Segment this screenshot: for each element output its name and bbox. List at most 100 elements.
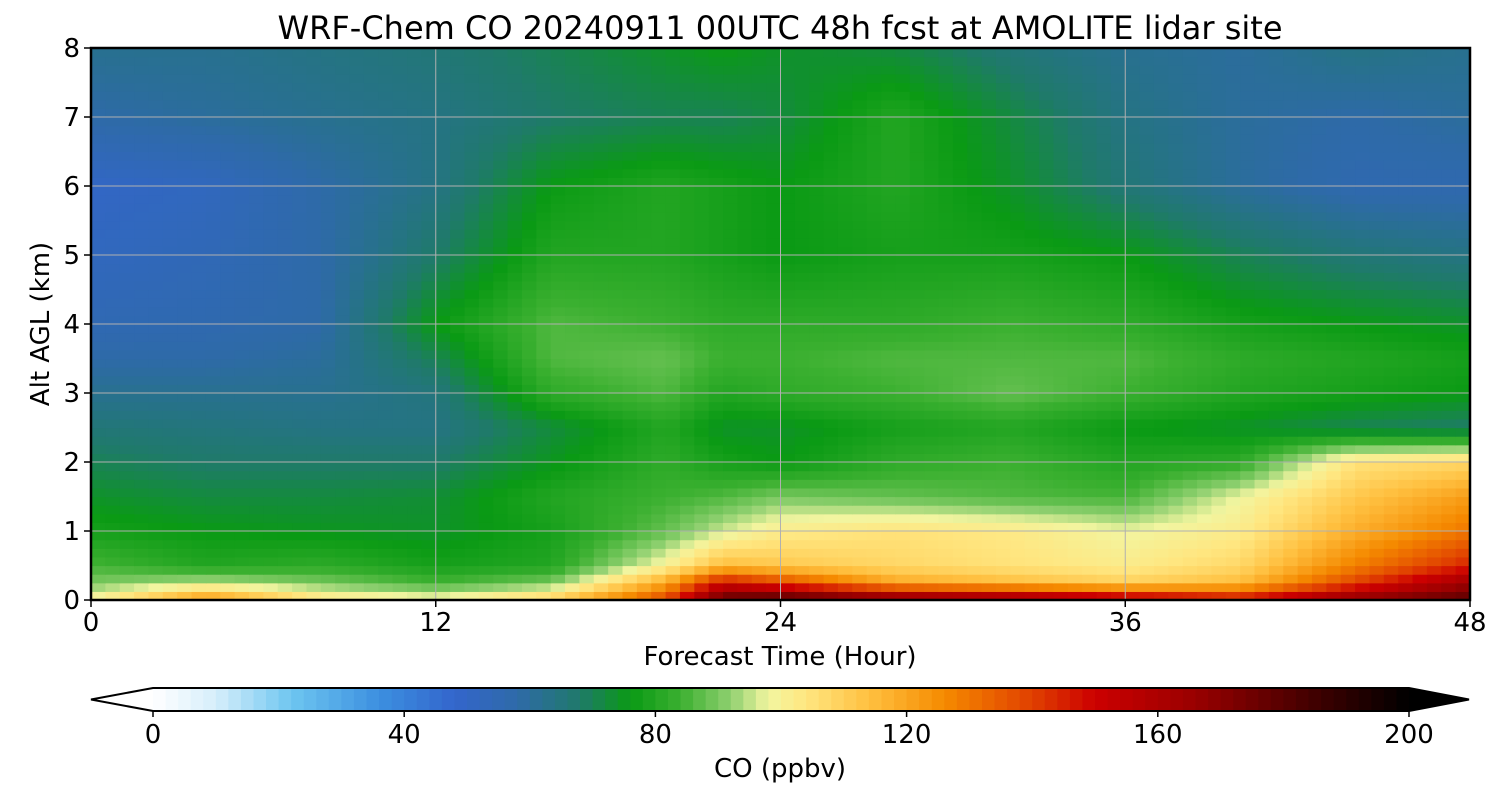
field-cell <box>105 151 121 161</box>
field-cell <box>737 522 753 532</box>
field-cell <box>1297 177 1313 187</box>
field-cell <box>852 194 868 204</box>
field-cell <box>349 444 365 454</box>
field-cell <box>636 505 652 515</box>
field-cell <box>292 384 308 394</box>
field-cell <box>220 548 236 558</box>
field-cell <box>1039 565 1055 575</box>
field-cell <box>335 462 351 472</box>
field-cell <box>1024 306 1040 316</box>
field-cell <box>320 401 336 411</box>
field-cell <box>593 496 609 506</box>
field-cell <box>737 263 753 273</box>
field-cell <box>1311 470 1327 480</box>
field-cell <box>723 349 738 360</box>
field-cell <box>1168 341 1184 351</box>
field-cell <box>694 531 710 541</box>
field-cell <box>766 531 782 541</box>
field-cell <box>1398 513 1414 523</box>
field-cell <box>938 315 954 325</box>
field-cell <box>363 255 379 265</box>
field-cell <box>1153 548 1169 558</box>
field-cell <box>622 151 638 161</box>
field-cell <box>1197 160 1213 170</box>
field-cell <box>263 574 279 584</box>
field-cell <box>895 487 911 498</box>
field-cell <box>1383 556 1399 567</box>
field-cell <box>622 462 638 472</box>
field-cell <box>263 410 279 420</box>
field-cell <box>478 522 494 532</box>
field-cell <box>306 349 322 360</box>
field-cell <box>234 151 250 161</box>
field-cell <box>794 462 810 472</box>
field-cell <box>751 479 767 489</box>
field-cell <box>665 513 681 523</box>
field-cell <box>981 505 997 515</box>
field-cell <box>737 151 753 161</box>
field-cell <box>809 574 825 584</box>
field-cell <box>421 444 437 454</box>
field-cell <box>751 194 767 204</box>
field-cell <box>981 531 997 541</box>
field-cell <box>1211 306 1227 316</box>
field-cell <box>565 556 580 567</box>
field-cell <box>694 427 710 437</box>
field-cell <box>1268 341 1284 351</box>
field-cell <box>881 160 897 170</box>
field-cell <box>1053 229 1069 239</box>
field-cell <box>881 375 897 385</box>
field-cell <box>1211 505 1227 515</box>
field-cell <box>751 436 767 446</box>
field-cell <box>694 151 710 161</box>
field-cell <box>177 470 193 480</box>
field-cell <box>91 289 106 299</box>
field-cell <box>737 479 753 489</box>
field-cell <box>794 539 810 549</box>
field-cell <box>1024 565 1040 575</box>
field-cell <box>1225 582 1241 592</box>
field-cell <box>536 487 552 498</box>
field-cell <box>1398 556 1414 567</box>
field-cell <box>1096 479 1112 489</box>
field-cell <box>521 375 537 385</box>
field-cell <box>191 410 207 420</box>
field-cell <box>1096 332 1112 342</box>
field-cell <box>694 401 710 411</box>
field-cell <box>320 358 336 368</box>
field-cell <box>464 375 480 385</box>
field-cell <box>608 410 624 420</box>
field-cell <box>1455 332 1470 342</box>
field-cell <box>1326 436 1342 446</box>
field-cell <box>349 194 365 204</box>
field-cell <box>1110 211 1126 222</box>
field-cell <box>608 582 624 592</box>
field-cell <box>1426 393 1442 403</box>
field-cell <box>967 332 983 342</box>
field-cell <box>895 186 911 196</box>
field-cell <box>162 444 178 454</box>
field-cell <box>1110 315 1126 325</box>
field-cell <box>450 539 466 549</box>
field-cell <box>737 237 753 247</box>
field-cell <box>751 186 767 196</box>
field-cell <box>249 237 264 247</box>
field-cell <box>134 427 150 437</box>
field-cell <box>852 263 868 273</box>
field-cell <box>1211 315 1227 325</box>
field-cell <box>205 203 221 213</box>
field-cell <box>105 531 121 541</box>
field-cell <box>1197 436 1213 446</box>
field-cell <box>593 151 609 161</box>
field-cell <box>1369 462 1385 472</box>
field-cell <box>1010 168 1026 178</box>
field-cell <box>1254 289 1270 299</box>
field-cell <box>1168 280 1184 291</box>
field-cell <box>881 306 897 316</box>
field-cell <box>665 237 681 247</box>
field-cell <box>105 479 121 489</box>
field-cell <box>794 263 810 273</box>
field-cell <box>1197 246 1213 256</box>
field-cell <box>1412 220 1428 230</box>
field-cell <box>708 263 724 273</box>
